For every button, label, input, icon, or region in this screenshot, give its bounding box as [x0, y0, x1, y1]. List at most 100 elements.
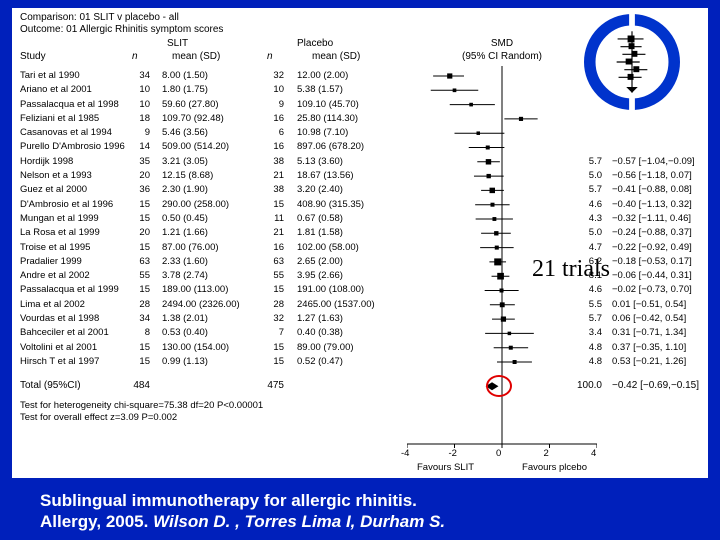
- mean-slit: 59.60 (27.80): [162, 99, 219, 110]
- study-name: Passalacqua et al 1998: [20, 99, 119, 110]
- mean-slit: 5.46 (3.56): [162, 127, 208, 138]
- table-row: Hirsch T et al 1997150.99 (1.13)150.52 (…: [12, 356, 708, 370]
- mean-slit: 2494.00 (2326.00): [162, 299, 240, 310]
- ci: −0.32 [−1.11, 0.46]: [612, 213, 691, 224]
- ci: −0.22 [−0.92, 0.49]: [612, 242, 692, 253]
- study-name: Bahceciler et al 2001: [20, 327, 109, 338]
- citation: Sublingual immunotherapy for allergic rh…: [40, 490, 700, 533]
- study-name: Casanovas et al 1994: [20, 127, 112, 138]
- citation-line2: Allergy, 2005. Wilson D. , Torres Lima I…: [40, 511, 700, 532]
- mean-placebo: 2.65 (2.00): [297, 256, 343, 267]
- col-smd: SMD: [442, 38, 562, 49]
- n-placebo: 15: [264, 199, 284, 210]
- table-row: Mungan et al 1999150.50 (0.45)110.67 (0.…: [12, 213, 708, 227]
- n-slit: 15: [130, 356, 150, 367]
- eff-test: Test for overall effect z=3.09 P=0.002: [20, 412, 263, 424]
- table-row: Guez et al 2000362.30 (1.90)383.20 (2.40…: [12, 184, 708, 198]
- mean-slit: 109.70 (92.48): [162, 113, 224, 124]
- study-name: Lima et al 2002: [20, 299, 85, 310]
- total-label: Total (95%CI): [20, 380, 81, 391]
- ci: −0.41 [−0.88, 0.08]: [612, 184, 692, 195]
- mean-placebo: 0.67 (0.58): [297, 213, 343, 224]
- study-name: Pradalier 1999: [20, 256, 82, 267]
- mean-placebo: 5.38 (1.57): [297, 84, 343, 95]
- table-row: Voltolini et al 200115130.00 (154.00)158…: [12, 342, 708, 356]
- n-slit: 55: [130, 270, 150, 281]
- cochrane-logo-icon: [584, 14, 680, 110]
- mean-placebo: 408.90 (315.35): [297, 199, 364, 210]
- mean-placebo: 89.00 (79.00): [297, 342, 354, 353]
- ci: −0.56 [−1.18, 0.07]: [612, 170, 692, 181]
- mean-placebo: 0.40 (0.38): [297, 327, 343, 338]
- n-placebo: 32: [264, 70, 284, 81]
- n-slit: 14: [130, 141, 150, 152]
- n-placebo: 28: [264, 299, 284, 310]
- mean-slit: 2.30 (1.90): [162, 184, 208, 195]
- table-row: Troise et al 19951587.00 (76.00)16102.00…: [12, 242, 708, 256]
- mean-placebo: 1.81 (1.58): [297, 227, 343, 238]
- col-n2: n: [267, 51, 273, 62]
- table-row: Casanovas et al 199495.46 (3.56)610.98 (…: [12, 127, 708, 141]
- xtick: -4: [401, 448, 409, 459]
- n-placebo: 63: [264, 256, 284, 267]
- favours-right: Favours plcebo: [522, 462, 587, 473]
- mean-placebo: 191.00 (108.00): [297, 284, 364, 295]
- n-slit: 10: [130, 84, 150, 95]
- ci: −0.24 [−0.88, 0.37]: [612, 227, 692, 238]
- mean-slit: 12.15 (8.68): [162, 170, 213, 181]
- axis-area: -4-2024 Favours SLIT Favours plcebo: [407, 448, 597, 476]
- mean-slit: 0.99 (1.13): [162, 356, 208, 367]
- mean-slit: 1.21 (1.66): [162, 227, 208, 238]
- n-slit: 63: [130, 256, 150, 267]
- table-row: Passalacqua et al 199915189.00 (113.00)1…: [12, 284, 708, 298]
- n-slit: 20: [130, 170, 150, 181]
- study-name: Andre et al 2002: [20, 270, 90, 281]
- n-slit: 15: [130, 284, 150, 295]
- total-wt: 100.0: [572, 380, 602, 391]
- ci: −0.18 [−0.53, 0.17]: [612, 256, 692, 267]
- mean-placebo: 1.27 (1.63): [297, 313, 343, 324]
- table-row: Bahceciler et al 200180.53 (0.40)70.40 (…: [12, 327, 708, 341]
- n-slit: 28: [130, 299, 150, 310]
- col-placebo: Placebo: [297, 38, 333, 49]
- mean-placebo: 18.67 (13.56): [297, 170, 354, 181]
- n-slit: 18: [130, 113, 150, 124]
- table-row: Lima et al 2002282494.00 (2326.00)282465…: [12, 299, 708, 313]
- n-placebo: 21: [264, 227, 284, 238]
- table-row: Purello D'Ambrosio 199614509.00 (514.20)…: [12, 141, 708, 155]
- xtick-labels: -4-2024: [407, 448, 597, 460]
- favours-left: Favours SLIT: [417, 462, 474, 473]
- ci: 0.53 [−0.21, 1.26]: [612, 356, 686, 367]
- mean-slit: 1.38 (2.01): [162, 313, 208, 324]
- n-placebo: 32: [264, 313, 284, 324]
- study-name: Feliziani et al 1985: [20, 113, 99, 124]
- ci: −0.40 [−1.13, 0.32]: [612, 199, 692, 210]
- mean-slit: 0.53 (0.40): [162, 327, 208, 338]
- study-name: Voltolini et al 2001: [20, 342, 97, 353]
- study-rows: Tari et al 1990348.00 (1.50)3212.00 (2.0…: [12, 70, 708, 370]
- n-placebo: 9: [264, 99, 284, 110]
- study-name: Hirsch T et al 1997: [20, 356, 99, 367]
- col-study: Study: [20, 51, 46, 62]
- total-n1: 484: [130, 380, 150, 391]
- table-row: Hordijk 1998353.21 (3.05)385.13 (3.60)5.…: [12, 156, 708, 170]
- n-placebo: 11: [264, 213, 284, 224]
- ci: 0.06 [−0.42, 0.54]: [612, 313, 686, 324]
- xtick: -2: [449, 448, 457, 459]
- forest-plot-panel: Comparison: 01 SLIT v placebo - all Outc…: [12, 8, 708, 478]
- col-mean2: mean (SD): [312, 51, 360, 62]
- n-placebo: 38: [264, 184, 284, 195]
- table-row: Nelson et a 19932012.15 (8.68)2118.67 (1…: [12, 170, 708, 184]
- study-name: Vourdas et al 1998: [20, 313, 99, 324]
- n-slit: 34: [130, 313, 150, 324]
- n-slit: 8: [130, 327, 150, 338]
- mean-slit: 3.78 (2.74): [162, 270, 208, 281]
- n-slit: 20: [130, 227, 150, 238]
- n-placebo: 10: [264, 84, 284, 95]
- col-mean1: mean (SD): [172, 51, 220, 62]
- table-row: Feliziani et al 198518109.70 (92.48)1625…: [12, 113, 708, 127]
- n-placebo: 16: [264, 141, 284, 152]
- n-slit: 9: [130, 127, 150, 138]
- n-placebo: 38: [264, 156, 284, 167]
- xtick: 0: [496, 448, 501, 459]
